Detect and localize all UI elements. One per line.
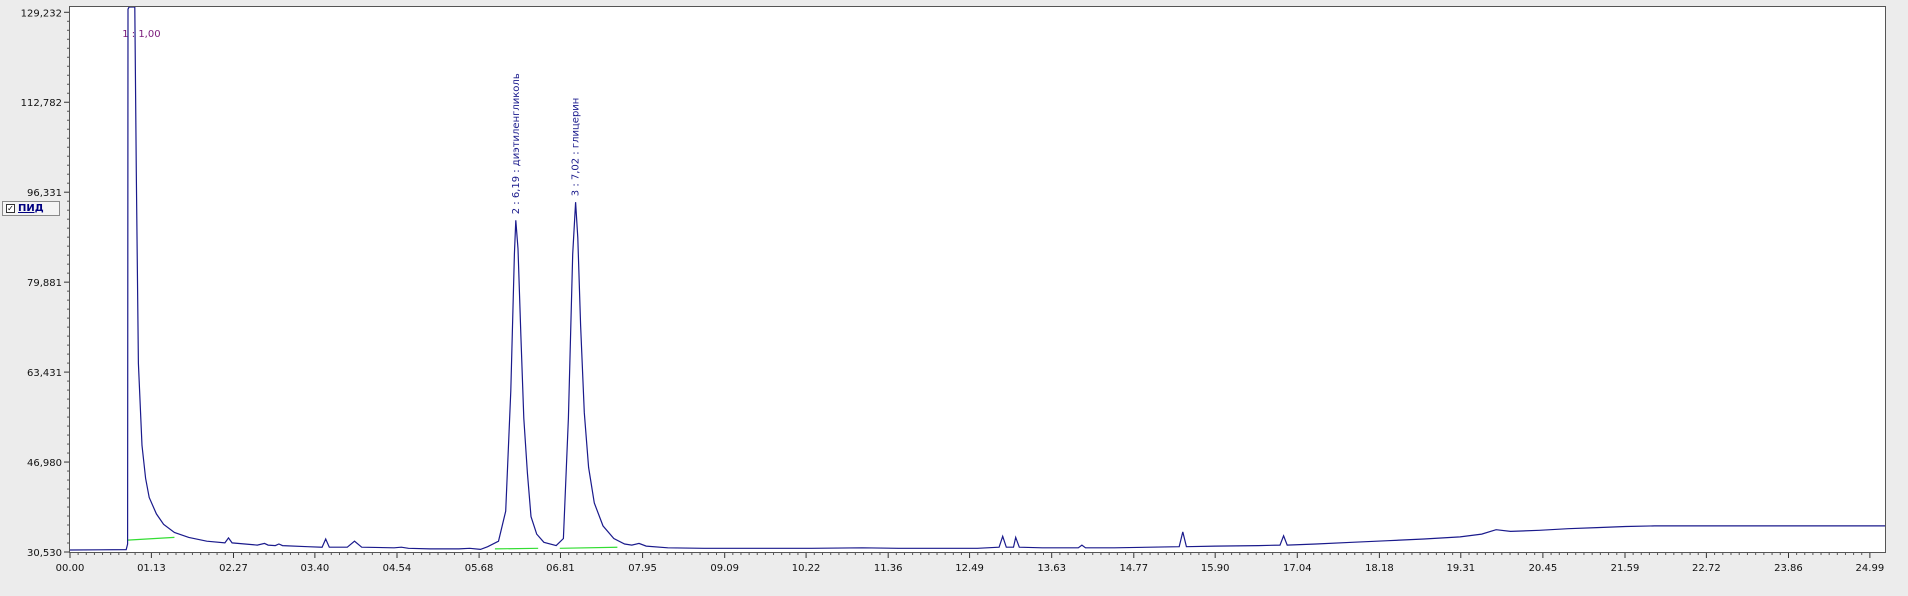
x-tick-label: 13.63	[1037, 563, 1066, 574]
plot-area	[70, 7, 1885, 552]
x-tick-label: 17.04	[1283, 563, 1312, 574]
x-tick-label: 05.68	[465, 563, 494, 574]
y-tick-label: 79,881	[27, 278, 62, 289]
y-tick-label: 46,980	[27, 458, 62, 469]
channel-label[interactable]: ПИД	[18, 203, 44, 214]
x-tick-label: 06.81	[546, 563, 575, 574]
y-tick-label: 63,431	[27, 368, 62, 379]
x-tick-label: 11.36	[874, 563, 903, 574]
channel-checkbox[interactable]: ✓	[6, 204, 15, 213]
x-tick-label: 15.90	[1201, 563, 1230, 574]
x-tick-label: 19.31	[1446, 563, 1475, 574]
x-tick-label: 12.49	[955, 563, 984, 574]
y-tick-label: 30,530	[27, 548, 62, 559]
x-tick-label: 20.45	[1529, 563, 1558, 574]
x-tick-label: 18.18	[1365, 563, 1394, 574]
channel-toggle-pid[interactable]: ✓ ПИД	[2, 201, 60, 216]
peak-label: 3 : 7,02 : глицерин	[571, 98, 582, 197]
x-tick-label: 14.77	[1119, 563, 1148, 574]
x-tick-label: 24.99	[1856, 563, 1885, 574]
x-tick-label: 01.13	[137, 563, 166, 574]
x-tick-labels: 00.00 01.13 02.27 03.40 04.54 05.68 06.81 07.95…	[56, 563, 1885, 574]
x-tick-label: 03.40	[301, 563, 330, 574]
x-tick-label: 10.22	[792, 563, 821, 574]
peak-label: 1 : 1,00	[122, 29, 160, 40]
x-tick-label: 04.54	[383, 563, 412, 574]
y-tick-label: 96,331	[27, 188, 62, 199]
y-tick-labels: 30,530 46,980 63,431 79,881 96,331 112,782 129…	[21, 8, 62, 559]
x-tick-label: 23.86	[1774, 563, 1803, 574]
x-tick-label: 07.95	[628, 563, 657, 574]
y-tick-label: 112,782	[21, 98, 62, 109]
peak-baseline	[495, 548, 538, 549]
x-tick-label: 02.27	[219, 563, 248, 574]
peak-label: 2 : 6,19 : диэтиленгликоль	[511, 73, 522, 214]
x-tick-label: 22.72	[1692, 563, 1721, 574]
x-tick-label: 21.59	[1611, 563, 1640, 574]
x-tick-label: 09.09	[710, 563, 739, 574]
y-tick-label: 129,232	[21, 8, 62, 19]
x-tick-label: 00.00	[56, 563, 85, 574]
